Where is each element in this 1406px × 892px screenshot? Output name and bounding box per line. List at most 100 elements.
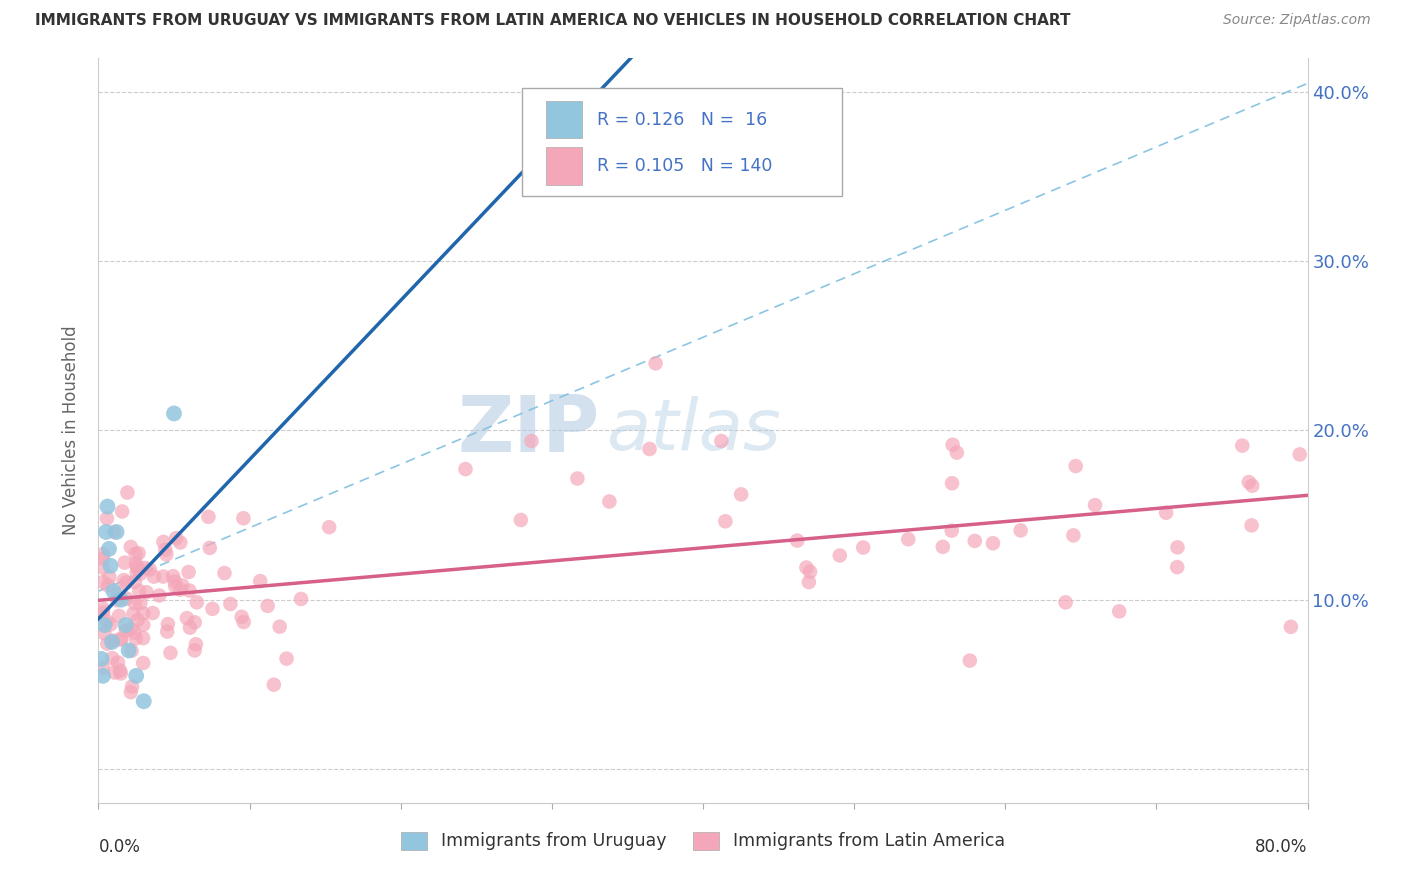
Point	[152, 569, 174, 583]
Point	[981, 536, 1004, 550]
Point	[156, 617, 179, 632]
Point	[122, 607, 145, 621]
Point	[232, 511, 254, 525]
Point	[162, 569, 184, 583]
Point	[1054, 595, 1077, 609]
Point	[897, 533, 920, 547]
Point	[132, 656, 155, 670]
Point	[118, 643, 141, 657]
Point	[115, 624, 138, 638]
Point	[124, 625, 146, 640]
Point	[135, 585, 157, 599]
Point	[103, 524, 125, 539]
Point	[1064, 458, 1087, 473]
Point	[1288, 447, 1310, 461]
Text: atlas: atlas	[606, 396, 780, 465]
Point	[730, 487, 752, 501]
Point	[91, 547, 114, 561]
Point	[91, 606, 114, 620]
Point	[125, 559, 148, 574]
Point	[110, 632, 132, 646]
Text: R = 0.126   N =  16: R = 0.126 N = 16	[596, 111, 766, 128]
Point	[96, 500, 118, 514]
Point	[155, 542, 177, 557]
Point	[98, 570, 121, 584]
Y-axis label: No Vehicles in Household: No Vehicles in Household	[62, 326, 80, 535]
Point	[290, 592, 312, 607]
Point	[256, 599, 278, 613]
Point	[132, 617, 155, 632]
Point	[98, 541, 121, 556]
Point	[946, 445, 969, 459]
Point	[644, 356, 666, 370]
Point	[165, 531, 187, 545]
Point	[179, 583, 201, 598]
Point	[797, 575, 820, 590]
Point	[796, 560, 818, 574]
Point	[108, 664, 131, 678]
Point	[101, 635, 124, 649]
Point	[120, 685, 142, 699]
Point	[183, 643, 205, 657]
Point	[942, 438, 965, 452]
Point	[128, 546, 150, 560]
Point	[97, 578, 120, 592]
Point	[94, 524, 117, 539]
Point	[1166, 560, 1188, 574]
Point	[179, 621, 201, 635]
Point	[129, 596, 152, 610]
Point	[120, 622, 142, 636]
Point	[120, 540, 142, 554]
Point	[177, 565, 200, 579]
Point	[105, 524, 128, 539]
Point	[163, 407, 186, 421]
Point	[93, 618, 115, 632]
Point	[121, 644, 143, 658]
Point	[159, 646, 181, 660]
Point	[155, 548, 177, 562]
Point	[101, 633, 124, 648]
Point	[111, 504, 134, 518]
Point	[96, 637, 118, 651]
Point	[786, 533, 808, 548]
Point	[1062, 528, 1084, 542]
Point	[1108, 604, 1130, 618]
Point	[91, 551, 114, 566]
Point	[710, 434, 733, 448]
Text: ZIP: ZIP	[458, 392, 600, 468]
FancyBboxPatch shape	[546, 101, 582, 138]
Point	[638, 442, 661, 456]
Point	[91, 602, 114, 616]
Point	[799, 565, 821, 579]
Point	[91, 574, 114, 589]
Point	[127, 561, 149, 575]
Point	[121, 680, 143, 694]
Point	[108, 608, 131, 623]
Point	[114, 556, 136, 570]
Point	[124, 547, 146, 561]
Point	[520, 434, 543, 448]
Point	[93, 626, 115, 640]
Point	[1237, 475, 1260, 489]
Point	[91, 560, 114, 574]
Point	[232, 615, 254, 629]
Point	[198, 541, 221, 555]
Point	[214, 566, 236, 580]
Point	[1084, 498, 1107, 512]
Point	[104, 665, 127, 680]
Point	[100, 617, 122, 632]
Point	[90, 652, 112, 666]
Point	[1154, 506, 1177, 520]
Point	[828, 549, 851, 563]
Point	[115, 575, 138, 590]
Point	[127, 613, 149, 627]
Point	[115, 591, 138, 606]
Point	[91, 661, 114, 675]
Point	[142, 606, 165, 620]
Point	[132, 694, 155, 708]
Point	[263, 678, 285, 692]
Point	[184, 637, 207, 651]
Point	[186, 595, 208, 609]
Point	[96, 511, 118, 525]
Point	[101, 651, 124, 665]
